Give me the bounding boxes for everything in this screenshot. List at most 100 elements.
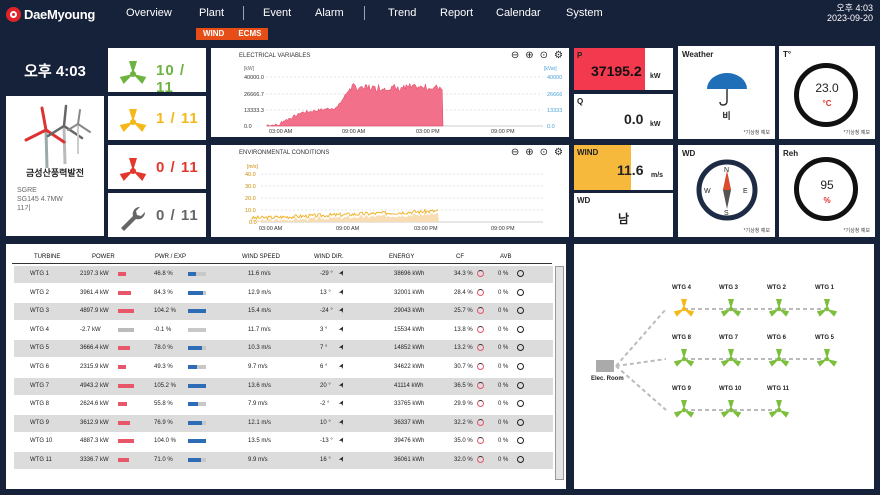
header-clock: 오후 4:03 2023-09-20: [827, 3, 873, 23]
col-avb[interactable]: AVB: [500, 254, 512, 260]
col-pwr-exp[interactable]: PWR / EXP: [155, 254, 187, 260]
cell-pwr-exp: 104.2 %: [154, 308, 177, 315]
crosshair-icon[interactable]: ⊙: [539, 147, 549, 158]
active-power-unit: kW: [650, 73, 661, 80]
tab-ecms[interactable]: ECMS: [231, 28, 269, 40]
crosshair-icon[interactable]: ⊙: [539, 50, 549, 61]
cell-wind-speed: 9.7 m/s: [248, 364, 268, 370]
table-scrollbar[interactable]: [555, 266, 564, 480]
wind-arrow-icon: ➤: [337, 361, 347, 371]
weather-panel: Weather 비 *기상청 예보: [678, 46, 775, 139]
power-bar: [118, 346, 131, 351]
active-power-label: P: [577, 51, 583, 60]
cell-wind-dir: 20 °: [320, 382, 331, 389]
status-card-fault[interactable]: 0 / 11: [108, 145, 206, 189]
avb-ring-icon: [517, 270, 524, 277]
table-row[interactable]: WTG 7 4943.2 kW 105.2 % 13.6 m/s 20 ° ➤ 41114 …: [14, 377, 553, 395]
weather-label: Weather: [682, 50, 714, 59]
table-row[interactable]: WTG 1 2197.3 kW 46.8 % 11.6 m/s -29 ° ➤ 38696 …: [14, 266, 553, 283]
cell-energy: 29043 kWh: [394, 308, 425, 315]
electrical-chart-title: ELECTRICAL VARIABLES: [239, 53, 311, 59]
cell-power: 2197.3 kW: [80, 271, 109, 277]
cell-turbine: WTG 11: [30, 457, 52, 463]
nav-overview[interactable]: Overview: [126, 7, 172, 19]
turbine-layout-panel: Elec. Room WTG 4 WTG 3 WTG 2 WTG 1 WTG 8 WTG 7…: [574, 244, 874, 489]
cell-power: 4943.2 kW: [80, 382, 109, 389]
plant-name: 금성산풍력발전: [26, 168, 84, 178]
zoom-in-icon[interactable]: ⊕: [525, 50, 534, 61]
col-power[interactable]: POWER: [92, 254, 115, 260]
table-row[interactable]: WTG 4 -2.7 kW -0.1 % 11.7 m/s 3 ° ➤ 15534 kWh 1…: [14, 321, 553, 339]
table-row[interactable]: WTG 10 4887.3 kW 104.0 % 13.5 m/s -13 ° ➤ 3947…: [14, 433, 553, 451]
table-row[interactable]: WTG 3 4897.9 kW 104.2 % 15.4 m/s -24 ° ➤ 29043…: [14, 303, 553, 321]
nav-calendar[interactable]: Calendar: [496, 7, 541, 19]
table-row[interactable]: WTG 11 3336.7 kW 71.0 % 9.9 m/s 16 ° ➤ 36061 k…: [14, 452, 553, 469]
active-power-fill: [574, 48, 645, 90]
status-card-warning[interactable]: 1 / 11: [108, 96, 206, 140]
table-row[interactable]: WTG 2 3961.4 kW 84.3 % 12.9 m/s 13 ° ➤ 32001 k…: [14, 284, 553, 302]
gear-icon[interactable]: ⚙: [554, 50, 563, 61]
cf-ring-icon: [477, 400, 484, 408]
table-row[interactable]: WTG 9 3612.9 kW 76.9 % 12.1 m/s 10 ° ➤ 36337 k…: [14, 414, 553, 432]
plant-units: 11기: [17, 205, 31, 212]
turbine-node-label: WTG 5: [815, 335, 835, 341]
nav-system[interactable]: System: [566, 7, 603, 19]
col-turbine[interactable]: TURBINE: [34, 254, 61, 260]
temperature-label: T°: [783, 50, 792, 59]
gear-icon[interactable]: ⚙: [554, 147, 563, 158]
status-card-maintenance[interactable]: 0 / 11: [108, 193, 206, 237]
col-wind-dir[interactable]: WIND DIR.: [314, 254, 344, 260]
wind-direction-value: 남: [618, 212, 630, 226]
cell-power: 4897.9 kW: [80, 308, 109, 315]
env-ytick: 10.0: [245, 208, 256, 214]
cell-pwr-exp: 76.9 %: [154, 419, 173, 426]
col-cf[interactable]: CF: [456, 254, 464, 260]
elec-left-unit: [kW]: [244, 66, 255, 72]
zoom-out-icon[interactable]: ⊖: [510, 147, 520, 158]
avb-ring-icon: [517, 381, 524, 389]
avb-ring-icon: [517, 344, 524, 352]
cell-wind-dir: -13 °: [320, 438, 333, 445]
cell-energy: 34622 kWh: [394, 364, 425, 370]
cell-wind-speed: 7.9 m/s: [248, 401, 268, 408]
env-xtick: 09:00 PM: [491, 226, 515, 232]
table-row[interactable]: WTG 5 3666.4 kW 78.0 % 10.3 m/s 7 ° ➤ 14852 kW…: [14, 340, 553, 358]
tab-wind[interactable]: WIND: [196, 28, 232, 40]
chart-toolbar: ⊖ ⊕ ⊙ ⚙: [511, 51, 563, 61]
brand-logo[interactable]: DaeMyoung: [6, 5, 95, 23]
table-row[interactable]: WTG 8 2624.6 kW 55.8 % 7.9 m/s -2 ° ➤ 33765 kW…: [14, 396, 553, 414]
cf-ring-icon: [477, 418, 484, 426]
nav-report[interactable]: Report: [440, 7, 474, 19]
col-wind-speed[interactable]: WIND SPEED: [242, 254, 281, 260]
env-ytick: 0.0: [249, 220, 257, 226]
cell-energy: 41114 kWh: [394, 382, 424, 389]
cell-pwr-exp: 105.2 %: [154, 382, 177, 389]
cell-cf: 36.5 %: [454, 382, 473, 389]
weather-value: 비: [722, 111, 731, 121]
cell-avb: 0 %: [498, 364, 509, 370]
electrical-chart: [kW] [kVar] 40000.0 26666.7 13333.3 0.0 …: [244, 66, 562, 135]
col-energy[interactable]: ENERGY: [389, 254, 415, 260]
power-bar: [118, 309, 134, 314]
status-card-running[interactable]: 10 / 11: [108, 48, 206, 96]
zoom-in-icon[interactable]: ⊕: [525, 147, 534, 158]
turbine-node-icon: [816, 299, 838, 317]
nav-trend[interactable]: Trend: [388, 7, 417, 19]
nav-plant[interactable]: Plant: [199, 7, 225, 19]
power-bar: [118, 365, 126, 369]
nav-alarm[interactable]: Alarm: [315, 7, 344, 19]
elec-xtick: 09:00 AM: [342, 129, 366, 135]
plant-info-panel: 금성산풍력발전 SGRE SG145 4.7MW 11기: [6, 96, 104, 236]
compass-w: W: [704, 188, 711, 195]
cell-pwr-exp: 46.8 %: [154, 271, 173, 277]
table-row[interactable]: WTG 6 2315.9 kW 49.3 % 9.7 m/s 6 ° ➤ 34622 kWh…: [14, 359, 553, 376]
nav-event[interactable]: Event: [263, 7, 292, 19]
cell-wind-dir: 10 °: [320, 419, 331, 426]
zoom-out-icon[interactable]: ⊖: [510, 50, 520, 61]
plant-model-line1: SGRE: [17, 187, 37, 194]
cell-turbine: WTG 2: [30, 289, 49, 296]
cell-pwr-exp: 49.3 %: [154, 364, 173, 370]
power-bar: [118, 420, 131, 425]
humidity-label: Reh: [783, 149, 799, 158]
turbine-red-icon: [119, 158, 147, 181]
